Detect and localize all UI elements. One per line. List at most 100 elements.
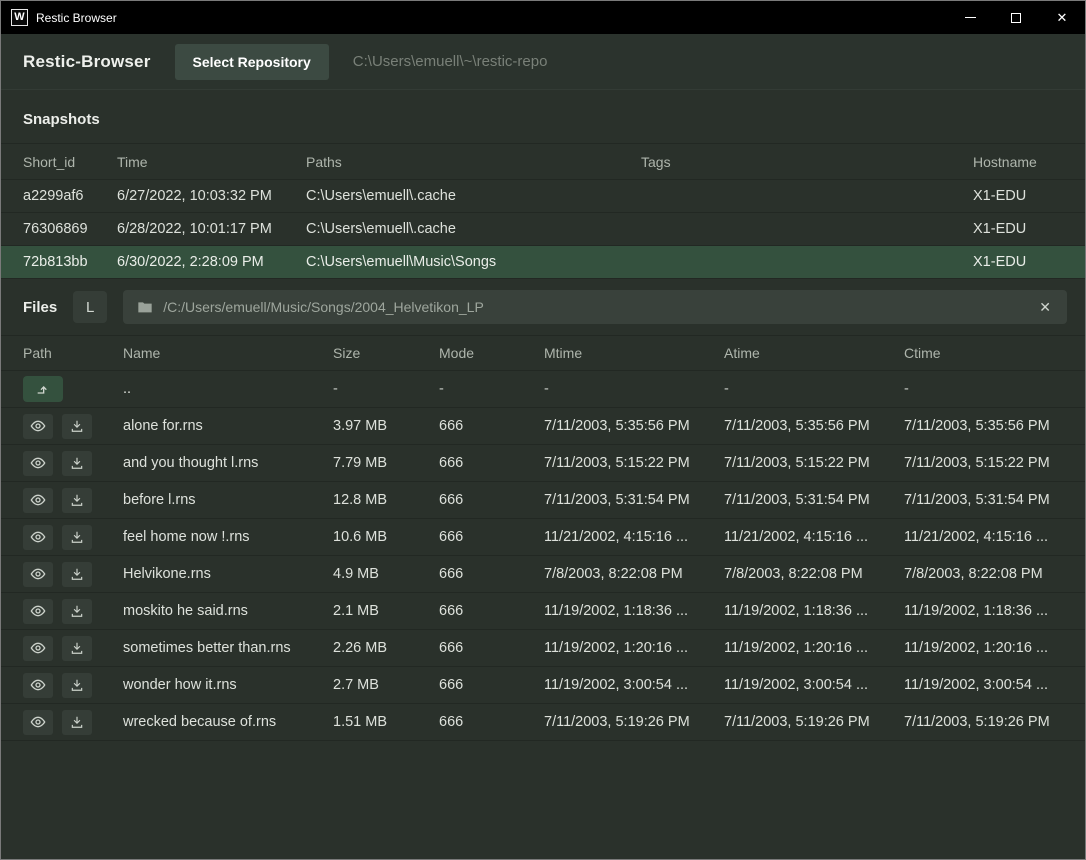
download-button[interactable] <box>62 710 92 735</box>
file-ctime: 7/11/2003, 5:15:22 PM <box>904 455 1063 471</box>
download-button[interactable] <box>62 414 92 439</box>
download-button[interactable] <box>62 673 92 698</box>
minimize-button[interactable] <box>947 1 993 34</box>
download-button[interactable] <box>62 451 92 476</box>
file-mode: 666 <box>439 640 544 656</box>
eye-icon <box>30 604 46 618</box>
file-ctime: - <box>904 381 1063 397</box>
parent-directory-row: .. - - - - - <box>1 371 1085 408</box>
download-icon <box>70 641 84 655</box>
snapshot-short-id: 76306869 <box>23 221 117 237</box>
go-parent-button[interactable] <box>23 376 63 402</box>
file-name: feel home now !.rns <box>123 529 333 545</box>
folder-icon <box>137 300 153 314</box>
row-actions <box>23 376 123 402</box>
snapshot-paths: C:\Users\emuell\.cache <box>306 188 641 204</box>
preview-button[interactable] <box>23 562 53 587</box>
download-button[interactable] <box>62 599 92 624</box>
app-window: W Restic Browser ✕ Restic-Browser Select… <box>0 0 1086 860</box>
file-mtime: 7/11/2003, 5:31:54 PM <box>544 492 724 508</box>
snapshot-short-id: a2299af6 <box>23 188 117 204</box>
file-name: before l.rns <box>123 492 333 508</box>
table-row: before l.rns 12.8 MB 666 7/11/2003, 5:31… <box>1 482 1085 519</box>
download-icon <box>70 715 84 729</box>
repository-header: Restic-Browser Select Repository C:\User… <box>1 34 1085 90</box>
snapshot-time: 6/27/2022, 10:03:32 PM <box>117 188 306 204</box>
app-title: Restic-Browser <box>23 52 151 72</box>
eye-icon <box>30 419 46 433</box>
select-repository-button[interactable]: Select Repository <box>175 44 329 80</box>
table-row: feel home now !.rns 10.6 MB 666 11/21/20… <box>1 519 1085 556</box>
table-row[interactable]: a2299af6 6/27/2022, 10:03:32 PM C:\Users… <box>1 180 1085 213</box>
download-button[interactable] <box>62 525 92 550</box>
download-button[interactable] <box>62 636 92 661</box>
download-button[interactable] <box>62 562 92 587</box>
download-button[interactable] <box>62 488 92 513</box>
file-name: wonder how it.rns <box>123 677 333 693</box>
file-ctime: 7/11/2003, 5:31:54 PM <box>904 492 1063 508</box>
column-header-mode: Mode <box>439 345 544 361</box>
file-atime: 11/21/2002, 4:15:16 ... <box>724 529 904 545</box>
file-size: 2.1 MB <box>333 603 439 619</box>
eye-icon <box>30 715 46 729</box>
row-actions <box>23 710 123 735</box>
file-mtime: 11/19/2002, 3:00:54 ... <box>544 677 724 693</box>
file-mode: 666 <box>439 492 544 508</box>
clear-path-button[interactable]: ✕ <box>1037 298 1053 316</box>
file-name: sometimes better than.rns <box>123 640 333 656</box>
file-mtime: 11/21/2002, 4:15:16 ... <box>544 529 724 545</box>
file-ctime: 11/19/2002, 1:18:36 ... <box>904 603 1063 619</box>
file-mode: 666 <box>439 529 544 545</box>
file-atime: - <box>724 381 904 397</box>
row-actions <box>23 562 123 587</box>
preview-button[interactable] <box>23 710 53 735</box>
table-row-selected[interactable]: 72b813bb 6/30/2022, 2:28:09 PM C:\Users\… <box>1 246 1085 279</box>
close-button[interactable]: ✕ <box>1039 1 1085 34</box>
preview-button[interactable] <box>23 525 53 550</box>
current-path-field[interactable]: /C:/Users/emuell/Music/Songs/2004_Helvet… <box>123 290 1067 324</box>
column-header-atime: Atime <box>724 345 904 361</box>
row-actions <box>23 451 123 476</box>
row-actions <box>23 636 123 661</box>
close-icon: ✕ <box>1057 11 1068 24</box>
download-icon <box>70 567 84 581</box>
download-icon <box>70 604 84 618</box>
eye-icon <box>30 456 46 470</box>
file-mtime: 7/11/2003, 5:15:22 PM <box>544 455 724 471</box>
preview-button[interactable] <box>23 636 53 661</box>
download-icon <box>70 678 84 692</box>
row-actions <box>23 414 123 439</box>
preview-button[interactable] <box>23 451 53 476</box>
column-header-name: Name <box>123 345 333 361</box>
preview-button[interactable] <box>23 414 53 439</box>
column-header-ctime: Ctime <box>904 345 1063 361</box>
table-row[interactable]: 76306869 6/28/2022, 10:01:17 PM C:\Users… <box>1 213 1085 246</box>
file-mode: 666 <box>439 418 544 434</box>
table-row: and you thought l.rns 7.79 MB 666 7/11/2… <box>1 445 1085 482</box>
file-mode: - <box>439 381 544 397</box>
file-atime: 7/11/2003, 5:35:56 PM <box>724 418 904 434</box>
table-row: alone for.rns 3.97 MB 666 7/11/2003, 5:3… <box>1 408 1085 445</box>
eye-icon <box>30 678 46 692</box>
file-name: .. <box>123 381 333 397</box>
file-atime: 11/19/2002, 1:18:36 ... <box>724 603 904 619</box>
drive-root-button[interactable]: L <box>73 291 107 323</box>
files-section-title: Files <box>23 299 57 316</box>
file-size: - <box>333 381 439 397</box>
file-atime: 11/19/2002, 1:20:16 ... <box>724 640 904 656</box>
column-header-hostname: Hostname <box>973 154 1063 170</box>
file-size: 2.7 MB <box>333 677 439 693</box>
titlebar[interactable]: W Restic Browser ✕ <box>1 1 1085 34</box>
file-ctime: 7/11/2003, 5:35:56 PM <box>904 418 1063 434</box>
preview-button[interactable] <box>23 599 53 624</box>
table-row: wrecked because of.rns 1.51 MB 666 7/11/… <box>1 704 1085 741</box>
table-row: Helvikone.rns 4.9 MB 666 7/8/2003, 8:22:… <box>1 556 1085 593</box>
snapshots-table: Short_id Time Paths Tags Hostname a2299a… <box>1 143 1085 279</box>
column-header-tags: Tags <box>641 154 973 170</box>
maximize-button[interactable] <box>993 1 1039 34</box>
column-header-size: Size <box>333 345 439 361</box>
clear-icon: ✕ <box>1039 299 1051 315</box>
preview-button[interactable] <box>23 673 53 698</box>
preview-button[interactable] <box>23 488 53 513</box>
file-atime: 7/11/2003, 5:31:54 PM <box>724 492 904 508</box>
